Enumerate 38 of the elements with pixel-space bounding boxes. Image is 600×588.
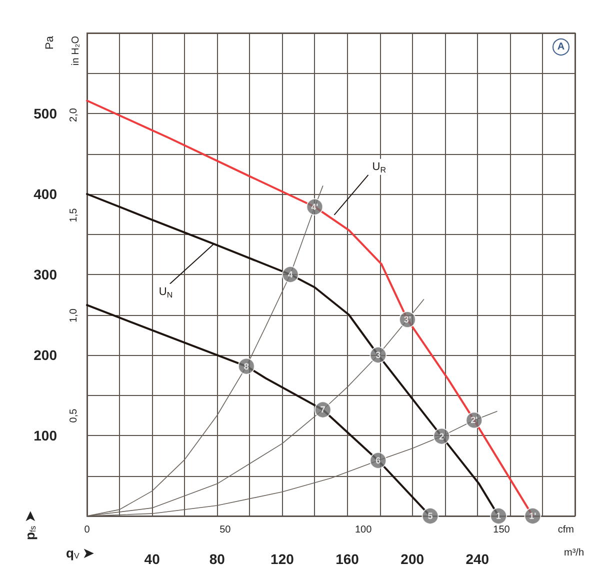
y-tick-label: 100	[34, 428, 58, 444]
annotation: A	[557, 42, 565, 52]
annotation: 2'	[470, 415, 478, 426]
y2-tick-label: 1,5	[68, 208, 80, 222]
x-tick-label: 80	[209, 551, 226, 567]
x-tick-label: 120	[270, 551, 294, 567]
y2-tick-label: 1,0	[68, 308, 80, 322]
annotation: 3'	[404, 314, 412, 325]
x-tick-label: 240	[466, 551, 490, 567]
annotation: 4'	[311, 202, 318, 212]
x2-tick-label: 100	[354, 524, 372, 536]
y-tick-label: 200	[34, 347, 58, 363]
annotation: 2	[439, 431, 444, 442]
annotation: 1'	[529, 511, 536, 521]
x-tick-label: 160	[336, 551, 360, 567]
x-tick-label: 200	[400, 551, 424, 567]
y2-tick-label: 0,5	[68, 408, 80, 423]
y-tick-label: 500	[34, 106, 58, 122]
annotation: 6	[376, 455, 381, 466]
x2-axis-title: cfm	[558, 524, 574, 536]
x-tick-label: 40	[144, 551, 160, 567]
y-axis-title: Pa	[44, 35, 56, 50]
annotation: 4	[288, 270, 293, 280]
y-tick-label: 300	[34, 266, 58, 282]
text: pfs ➤	[22, 511, 38, 540]
annotation: 8	[244, 361, 249, 372]
x-axis-title: m³/h	[564, 548, 584, 558]
x2-tick-label: 0	[84, 524, 90, 536]
x2-tick-label: 150	[493, 524, 510, 536]
y2-axis-title: in H₂O	[70, 36, 82, 66]
annotation: 7	[320, 404, 326, 415]
annotation: 1	[496, 511, 502, 521]
annotation: 5	[428, 511, 433, 521]
text: qV ➤	[66, 546, 94, 560]
x2-tick-label: 50	[220, 524, 232, 536]
annotation: 3	[376, 350, 381, 360]
y2-tick-label: 2,0	[68, 108, 80, 122]
y-tick-label: 400	[34, 186, 58, 202]
